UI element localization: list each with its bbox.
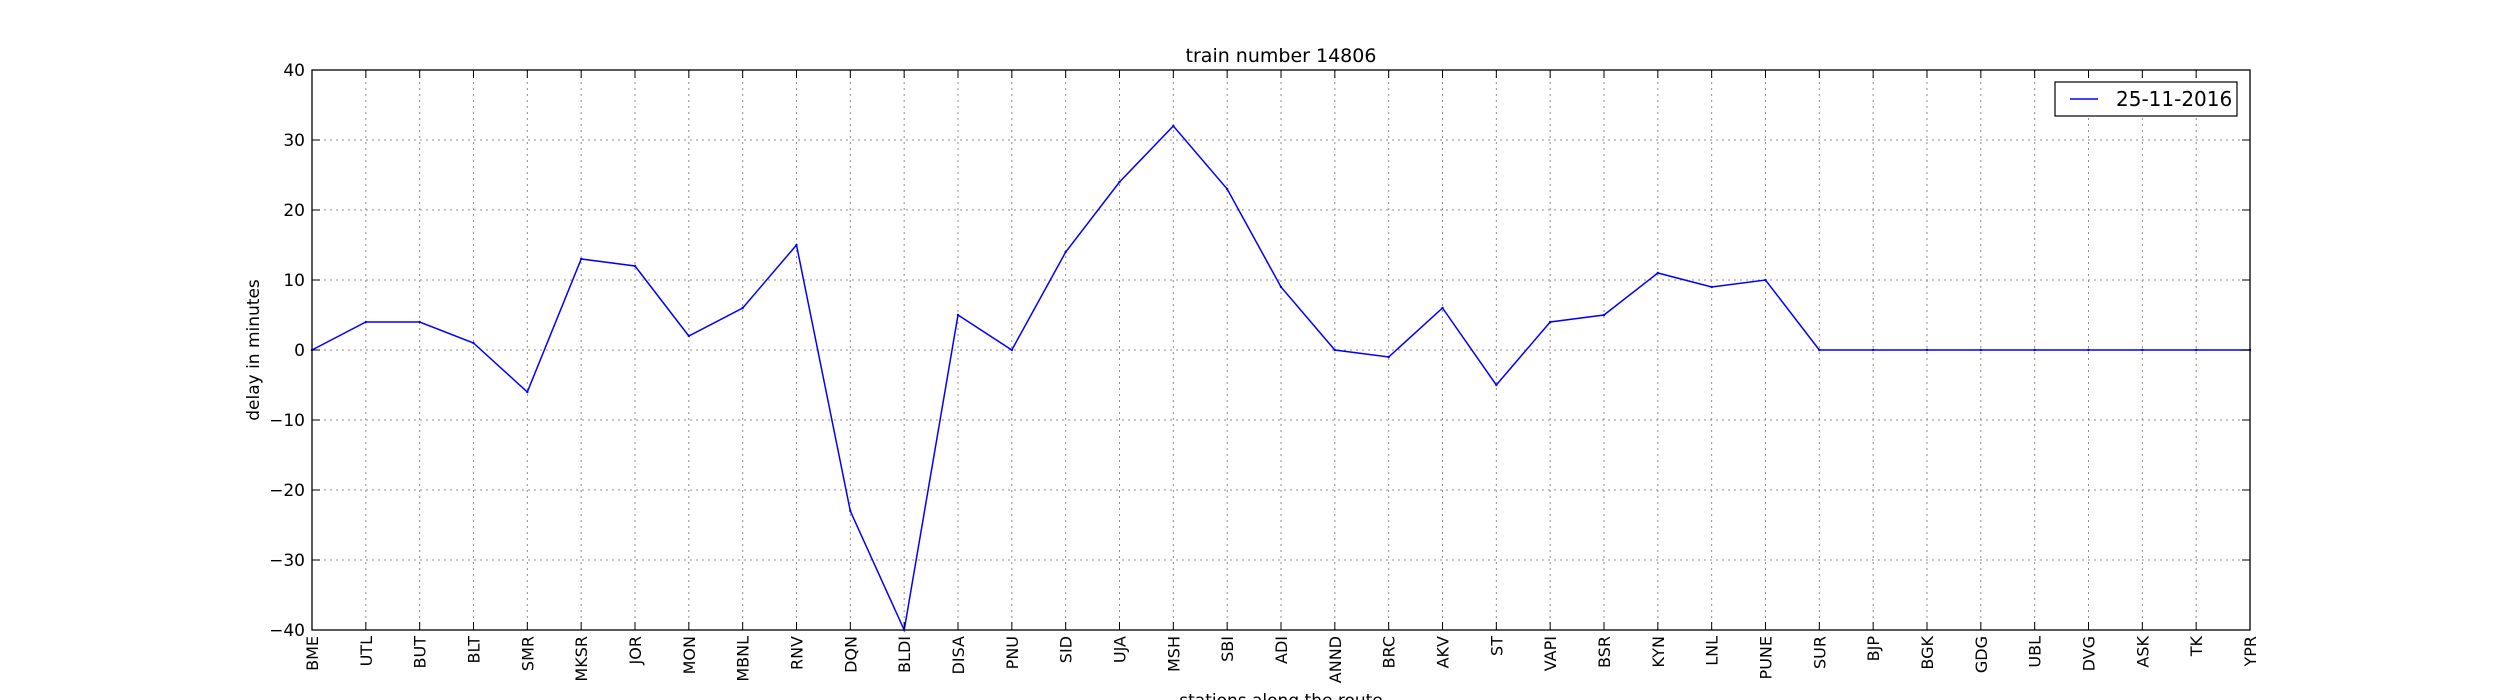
x-tick-label: VAPI bbox=[1541, 636, 1560, 671]
x-tick-label: DQN bbox=[841, 636, 860, 673]
data-point bbox=[1656, 271, 1660, 275]
x-tick-label: RNV bbox=[788, 636, 807, 670]
x-tick-label: ASK bbox=[2133, 635, 2152, 667]
x-tick-label: DVG bbox=[2080, 636, 2099, 671]
y-tick-label: 30 bbox=[283, 131, 305, 151]
data-point bbox=[795, 243, 798, 247]
x-tick-label: PUNE bbox=[1757, 636, 1776, 679]
x-tick-label: PNU bbox=[1003, 636, 1022, 669]
data-point bbox=[364, 320, 368, 324]
x-tick-label: ST bbox=[1487, 636, 1506, 656]
x-tick-label: MBNL bbox=[734, 636, 753, 682]
x-tick-label: JOR bbox=[626, 636, 645, 665]
x-tick-label: BLDI bbox=[895, 636, 914, 673]
chart-title: train number 14806 bbox=[1186, 45, 1377, 67]
data-point bbox=[633, 264, 637, 268]
x-tick-label: BSR bbox=[1595, 636, 1614, 668]
y-tick-label: 0 bbox=[294, 341, 305, 361]
data-point bbox=[1333, 348, 1337, 352]
x-tick-label: BME bbox=[303, 636, 322, 671]
data-point bbox=[2087, 348, 2090, 352]
data-point bbox=[579, 257, 583, 261]
x-tick-label: BRC bbox=[1380, 636, 1399, 668]
data-point bbox=[472, 341, 475, 345]
data-point bbox=[418, 320, 421, 324]
data-point bbox=[741, 306, 744, 310]
data-point bbox=[1871, 348, 1875, 352]
x-tick-label: BUT bbox=[411, 636, 430, 669]
x-tick-label: BLT bbox=[465, 636, 484, 664]
x-tick-label: SID bbox=[1057, 636, 1076, 663]
data-point bbox=[2141, 348, 2144, 352]
data-point bbox=[1172, 124, 1175, 128]
data-point bbox=[1010, 348, 1014, 352]
x-tick-label: MSH bbox=[1164, 636, 1183, 672]
data-point bbox=[1764, 278, 1767, 282]
data-point bbox=[1495, 383, 1498, 387]
data-point bbox=[1925, 348, 1929, 352]
x-tick-label: LNL bbox=[1703, 636, 1722, 666]
y-tick-label: 40 bbox=[283, 61, 305, 81]
y-tick-label: −10 bbox=[269, 411, 305, 431]
x-tick-label: GDG bbox=[1972, 636, 1991, 673]
x-tick-label: DISA bbox=[949, 636, 968, 674]
x-tick-label: UJA bbox=[1111, 636, 1130, 663]
x-tick-label: ADI bbox=[1272, 636, 1291, 664]
y-tick-label: −20 bbox=[269, 481, 305, 501]
legend-label: 25-11-2016 bbox=[2116, 87, 2232, 111]
data-point bbox=[1441, 306, 1444, 310]
data-point bbox=[1710, 285, 1713, 289]
y-tick-label: −40 bbox=[269, 621, 305, 641]
legend: 25-11-2016 bbox=[2054, 81, 2238, 117]
data-point bbox=[526, 390, 529, 394]
x-tick-label: UBL bbox=[2026, 636, 2045, 668]
x-tick-label: KYN bbox=[1649, 636, 1668, 668]
data-point bbox=[687, 334, 691, 338]
data-point bbox=[1387, 355, 1390, 359]
x-tick-label: SUR bbox=[1810, 636, 1829, 669]
x-tick-label: SBI bbox=[1218, 636, 1237, 662]
x-tick-label: ANND bbox=[1326, 636, 1345, 683]
data-point bbox=[1602, 313, 1606, 317]
x-tick-label: UTL bbox=[357, 636, 376, 666]
data-point bbox=[1064, 250, 1067, 254]
x-tick-label: MON bbox=[680, 636, 699, 674]
data-point bbox=[1548, 320, 1552, 324]
x-axis-label: stations along the route bbox=[1179, 691, 1383, 700]
x-tick-label: MKSR bbox=[572, 636, 591, 682]
x-tick-label: TK bbox=[2187, 635, 2206, 657]
x-tick-label: SMR bbox=[518, 636, 537, 671]
y-tick-label: 20 bbox=[283, 201, 305, 221]
data-point bbox=[2194, 348, 2198, 352]
data-point bbox=[1225, 187, 1229, 191]
x-tick-label: BGK bbox=[1918, 636, 1937, 670]
axis-ticks: −40 −30 −20 −10 0 10 20 30 40 BME UTL BUT BLT SMR MKSR… bbox=[269, 61, 2260, 683]
data-point bbox=[2033, 348, 2036, 352]
data-point bbox=[1818, 348, 1821, 352]
x-tick-label: YPR bbox=[2241, 636, 2260, 668]
data-point bbox=[1279, 285, 1283, 289]
data-point bbox=[1118, 180, 1121, 184]
data-point bbox=[1979, 348, 1983, 352]
data-point bbox=[849, 509, 852, 513]
y-axis-label: delay in minutes bbox=[244, 279, 264, 421]
data-point bbox=[956, 313, 960, 317]
y-tick-label: −30 bbox=[269, 551, 305, 571]
x-tick-label: BJP bbox=[1864, 636, 1883, 662]
y-tick-label: 10 bbox=[283, 271, 305, 291]
x-tick-label: AKV bbox=[1434, 636, 1453, 668]
